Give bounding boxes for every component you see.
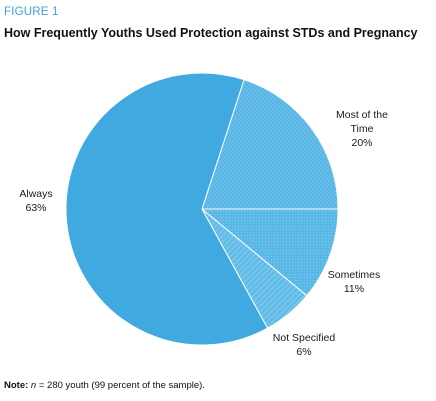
chart-note: Note: n = 280 youth (99 percent of the s… — [4, 380, 205, 391]
slice-label-most-of-the-time: Most of the Time 20% — [336, 109, 388, 149]
note-prefix: Note: — [4, 380, 29, 391]
slice-label-not-specified: Not Specified 6% — [273, 332, 336, 358]
pie-labels: Most of the Time 20% Sometimes 11% Not Specif… — [19, 109, 388, 358]
slice-label-sometimes: Sometimes 11% — [328, 269, 381, 295]
chart-title: How Frequently Youths Used Protection ag… — [4, 26, 418, 40]
pie-slices — [65, 72, 339, 346]
pie-slice-always — [65, 72, 269, 346]
pie-slice-sometimes — [200, 208, 339, 297]
note-text: = 280 youth (99 percent of the sample). — [36, 380, 205, 391]
note-n-symbol: n — [30, 380, 37, 391]
slice-label-always: Always 63% — [19, 188, 52, 214]
figure-label: FIGURE 1 — [4, 6, 59, 18]
pie-slice-most-of-the-time — [201, 79, 339, 210]
